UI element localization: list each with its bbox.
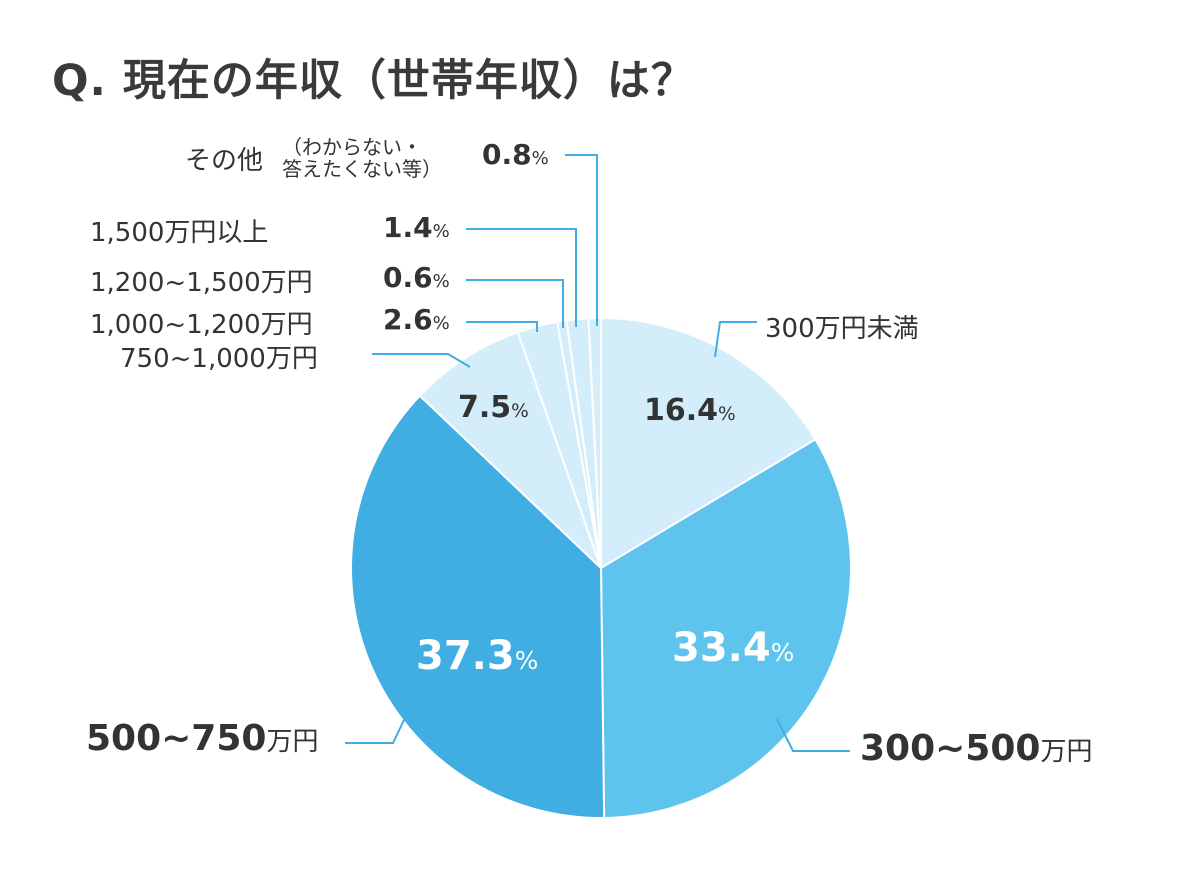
label-300-500-range: 300~500 [860,728,1041,769]
label-500-750-unit: 万円 [266,727,319,757]
pct-value: 2.6 [383,303,433,336]
label-over1500-name: 1,500万円以上 [90,218,269,248]
label-500-750: 500~750万円 [86,718,318,759]
pie-slice [587,316,602,569]
pct-sign: % [432,313,450,334]
label-500-750-range: 500~750 [86,718,267,759]
pct-sign: % [432,271,450,292]
label-other-pct: 0.8% [482,138,549,171]
chart-title: Q. 現在の年収（世帯年収）は？ [52,56,695,106]
pct-value: 0.6 [383,261,433,294]
leader-1200-1500 [466,279,564,328]
pct-value: 16.4 [644,393,719,428]
label-other-note-line2: 答えたくない等） [282,157,442,181]
pct-value: 33.4 [672,625,771,671]
pct-sign: % [511,401,529,422]
leader-300-500 [776,718,850,752]
leader-under300 [714,321,757,358]
leader-other [565,154,598,326]
pct-sign: % [514,646,539,675]
pie-slice [600,316,817,570]
pct-value: 37.3 [416,633,515,679]
label-1200-1500-name: 1,200~1,500万円 [90,268,313,298]
pie-slice [599,438,852,819]
pie-slice [350,394,606,819]
slice-pct-750-1000: 7.5% [458,390,529,425]
pct-value: 7.5 [458,390,512,425]
leader-over1500 [466,228,577,327]
pct-sign: % [432,221,450,242]
slice-pct-under300: 16.4% [644,393,736,428]
pct-sign: % [718,404,736,425]
pct-sign: % [770,638,795,667]
pct-sign: % [531,148,549,169]
label-1200-1500-pct: 0.6% [383,261,450,294]
label-1000-1200-pct: 2.6% [383,303,450,336]
label-under300-name: 300万円未満 [765,314,919,344]
leader-750-1000 [372,353,471,368]
leader-1000-1200 [466,321,538,332]
label-1000-1200-name: 1,000~1,200万円 [90,310,313,340]
label-750-1000-name: 750~1,000万円 [120,344,318,374]
label-300-500: 300~500万円 [860,728,1092,769]
pct-value: 0.8 [482,138,532,171]
label-other-note: （わからない・ 答えたくない等） [282,136,442,180]
label-other-name: その他 [185,146,264,176]
pie-slice [418,330,602,569]
slice-pct-300-500: 33.4% [672,625,794,671]
pct-value: 1.4 [383,211,433,244]
label-300-500-unit: 万円 [1040,737,1093,767]
slice-pct-500-750: 37.3% [416,633,538,679]
leader-500-750 [345,717,406,744]
leader-lines [345,154,850,752]
label-over1500-pct: 1.4% [383,211,450,244]
pie-slices [350,316,852,819]
label-other-note-line1: （わからない・ [282,135,422,159]
